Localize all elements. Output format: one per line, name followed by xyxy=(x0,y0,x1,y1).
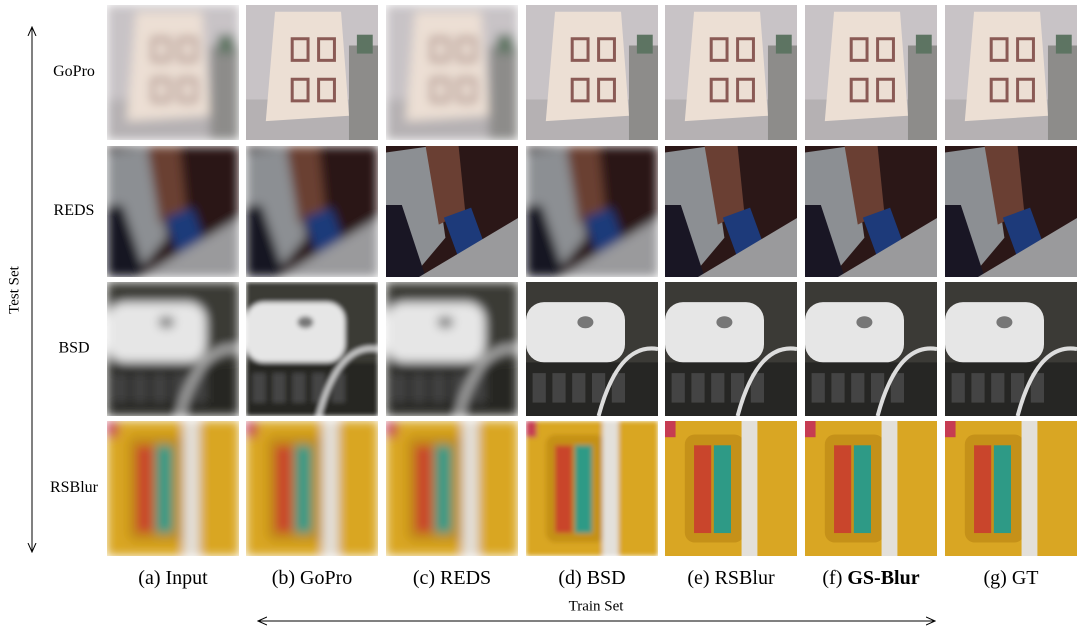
image-tile xyxy=(945,282,1077,416)
image-tile xyxy=(386,5,518,140)
row-label: GoPro xyxy=(53,63,95,80)
image-tile xyxy=(945,146,1077,277)
image-tile xyxy=(107,5,239,140)
image-tile xyxy=(526,421,658,556)
image-tile xyxy=(805,421,937,556)
image-tile xyxy=(246,421,378,556)
image-tile xyxy=(945,5,1077,140)
column-prefix: (f) xyxy=(822,567,842,589)
train-set-label: Train Set xyxy=(569,598,625,614)
column-name: GoPro xyxy=(300,567,352,589)
image-tile xyxy=(246,146,378,277)
image-tile xyxy=(386,421,518,556)
test-set-label: Test Set xyxy=(6,265,22,314)
image-tile xyxy=(665,146,797,277)
column-label: (a)Input xyxy=(138,567,208,589)
column-label: (g)GT xyxy=(984,567,1039,589)
column-label: (c)REDS xyxy=(413,567,491,589)
column-name: GS-Blur xyxy=(847,567,919,589)
image-tile xyxy=(805,282,937,416)
image-tile xyxy=(386,146,518,277)
image-tile xyxy=(526,146,658,277)
column-name: GT xyxy=(1012,567,1039,589)
image-tile xyxy=(526,5,658,140)
row-label: BSD xyxy=(58,340,89,357)
image-tile xyxy=(526,282,658,416)
column-prefix: (e) xyxy=(687,567,709,589)
column-prefix: (b) xyxy=(272,567,295,589)
row-label: REDS xyxy=(54,202,95,219)
image-tile xyxy=(107,421,239,556)
column-prefix: (d) xyxy=(558,567,581,589)
image-tile xyxy=(945,421,1077,556)
image-tile xyxy=(665,5,797,140)
image-tile xyxy=(665,282,797,416)
column-prefix: (a) xyxy=(138,567,160,589)
column-label: (b)GoPro xyxy=(272,567,353,589)
image-tile xyxy=(805,5,937,140)
image-tile xyxy=(246,282,378,416)
image-tile xyxy=(665,421,797,556)
column-prefix: (c) xyxy=(413,567,435,589)
column-name: RSBlur xyxy=(715,567,775,589)
image-tile xyxy=(246,5,378,140)
image-grid xyxy=(107,5,1077,556)
column-label: (f)GS-Blur xyxy=(822,567,919,589)
image-tile xyxy=(107,282,239,416)
image-tile xyxy=(805,146,937,277)
image-tile xyxy=(107,146,239,277)
column-label: (e) RSBlur xyxy=(687,567,775,589)
figure: Test Set Train Set GoPro REDS BSD RSBlur (a)… xyxy=(0,0,1077,629)
column-label: (d) BSD xyxy=(558,567,625,589)
column-prefix: (g) xyxy=(984,567,1007,589)
row-label: RSBlur xyxy=(50,479,99,496)
column-name: REDS xyxy=(440,567,491,589)
image-tile xyxy=(386,282,518,416)
column-name: Input xyxy=(165,567,208,589)
column-name: BSD xyxy=(587,567,626,589)
